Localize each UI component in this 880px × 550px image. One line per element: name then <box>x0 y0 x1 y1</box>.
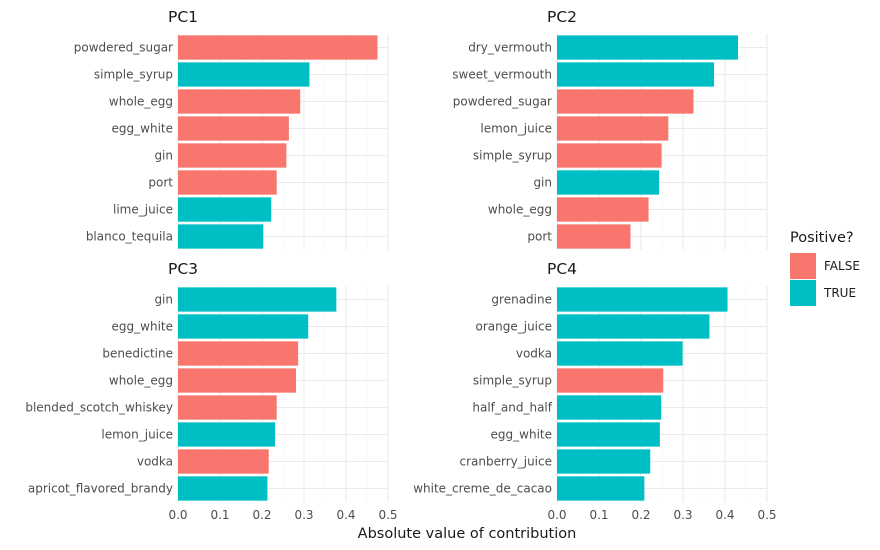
bar <box>557 62 715 87</box>
bar <box>557 116 669 141</box>
bar <box>178 287 337 312</box>
x-tick-label: 0.1 <box>589 508 608 522</box>
panel-pc1: powdered_sugar simple_syrup whole_egg egg_w… <box>74 8 389 250</box>
bar <box>178 62 310 87</box>
category-label: blended_scotch_whiskey <box>25 401 173 415</box>
x-tick-label: 0.1 <box>210 508 229 522</box>
bar <box>557 143 662 168</box>
bar <box>178 35 378 60</box>
x-tick-label: 0.0 <box>547 508 566 522</box>
panel-title: PC1 <box>168 8 198 26</box>
category-label: half_and_half <box>472 401 552 415</box>
bar <box>557 395 662 420</box>
legend: Positive? FALSE TRUE <box>790 230 860 306</box>
bar <box>557 197 649 222</box>
legend-label-true: TRUE <box>823 286 856 300</box>
panel-title: PC3 <box>168 260 198 278</box>
category-label: egg_white <box>112 122 173 136</box>
category-label: cranberry_juice <box>459 455 552 469</box>
category-label: lemon_juice <box>480 122 552 136</box>
bar <box>178 116 289 141</box>
panel-title: PC4 <box>547 260 577 278</box>
bar <box>178 143 287 168</box>
panel-pc3: gin egg_white benedictine whole_egg blended_… <box>25 260 397 522</box>
category-label: orange_juice <box>476 320 553 334</box>
category-label: dry_vermouth <box>468 41 552 55</box>
bar <box>557 224 631 249</box>
bar <box>557 170 660 195</box>
x-tick-label: 0.4 <box>715 508 734 522</box>
bar <box>178 449 269 474</box>
x-tick-label: 0.3 <box>673 508 692 522</box>
category-label: gin <box>154 293 173 307</box>
bar <box>178 314 309 339</box>
x-tick-label: 0.2 <box>252 508 271 522</box>
category-label: powdered_sugar <box>74 41 173 55</box>
panel-title: PC2 <box>547 8 577 26</box>
bar <box>557 89 694 114</box>
x-tick-label: 0.4 <box>336 508 355 522</box>
legend-swatch-false <box>790 253 816 279</box>
category-label: egg_white <box>491 428 552 442</box>
bar <box>178 476 268 501</box>
bar <box>557 476 645 501</box>
category-label: grenadine <box>491 293 552 307</box>
x-tick-label: 0.5 <box>757 508 776 522</box>
bar <box>557 287 728 312</box>
category-label: simple_syrup <box>473 149 552 163</box>
bar <box>178 89 301 114</box>
category-label: sweet_vermouth <box>452 68 552 82</box>
category-label: powdered_sugar <box>453 95 552 109</box>
x-tick-label: 0.0 <box>168 508 187 522</box>
category-label: whole_egg <box>488 203 552 217</box>
category-label: lemon_juice <box>101 428 173 442</box>
category-label: simple_syrup <box>94 68 173 82</box>
category-label: benedictine <box>102 347 173 361</box>
category-label: apricot_flavored_brandy <box>28 482 173 496</box>
bar <box>557 449 651 474</box>
bar <box>178 224 264 249</box>
bar <box>178 170 277 195</box>
legend-title: Positive? <box>790 230 854 246</box>
category-label: whole_egg <box>109 95 173 109</box>
bar <box>557 341 683 366</box>
panel-pc2: dry_vermouth sweet_vermouth powdered_sugar… <box>452 8 768 250</box>
category-label: blanco_tequila <box>86 230 173 244</box>
category-label: port <box>527 230 552 244</box>
category-label: lime_juice <box>113 203 173 217</box>
bar <box>557 368 664 393</box>
legend-swatch-true <box>790 280 816 306</box>
category-label: whole_egg <box>109 374 173 388</box>
bar <box>557 314 710 339</box>
category-label: simple_syrup <box>473 374 552 388</box>
bar <box>557 422 660 447</box>
bar <box>178 368 297 393</box>
x-axis-title: Absolute value of contribution <box>358 526 577 542</box>
bar <box>557 35 739 60</box>
category-label: port <box>148 176 173 190</box>
category-label: gin <box>533 176 552 190</box>
x-tick-label: 0.5 <box>378 508 397 522</box>
x-tick-label: 0.3 <box>294 508 313 522</box>
category-label: gin <box>154 149 173 163</box>
category-label: vodka <box>137 455 173 469</box>
x-tick-label: 0.2 <box>631 508 650 522</box>
bar <box>178 395 277 420</box>
legend-label-false: FALSE <box>824 259 860 273</box>
bar <box>178 341 299 366</box>
category-label: egg_white <box>112 320 173 334</box>
category-label: white_creme_de_cacao <box>413 482 552 496</box>
bar <box>178 422 276 447</box>
bar <box>178 197 272 222</box>
category-label: vodka <box>516 347 552 361</box>
